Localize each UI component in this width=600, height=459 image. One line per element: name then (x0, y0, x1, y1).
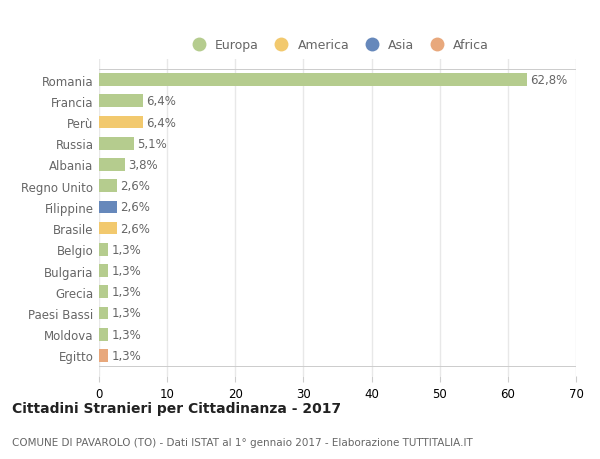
Bar (99, 243, 108, 256)
Bar (99, 328, 108, 341)
Text: 1,3%: 1,3% (111, 243, 141, 256)
Bar (99, 349, 108, 362)
Text: 5,1%: 5,1% (137, 137, 167, 151)
Text: 62,8%: 62,8% (530, 74, 568, 87)
Text: 2,6%: 2,6% (120, 222, 150, 235)
Text: 1,3%: 1,3% (111, 349, 141, 362)
Bar (99, 74, 527, 87)
Bar (99, 138, 134, 150)
Bar (99, 117, 143, 129)
Bar (99, 95, 143, 108)
Bar (99, 264, 108, 277)
Text: 6,4%: 6,4% (146, 95, 176, 108)
Text: 1,3%: 1,3% (111, 285, 141, 299)
Text: 1,3%: 1,3% (111, 307, 141, 320)
Text: 1,3%: 1,3% (111, 264, 141, 277)
Text: COMUNE DI PAVAROLO (TO) - Dati ISTAT al 1° gennaio 2017 - Elaborazione TUTTITALI: COMUNE DI PAVAROLO (TO) - Dati ISTAT al … (12, 437, 473, 448)
Text: 1,3%: 1,3% (111, 328, 141, 341)
Bar (99, 180, 117, 193)
Legend: Europa, America, Asia, Africa: Europa, America, Asia, Africa (181, 34, 494, 57)
Text: 6,4%: 6,4% (146, 116, 176, 129)
Bar (99, 159, 125, 172)
Bar (99, 307, 108, 319)
Bar (99, 201, 117, 214)
Bar (99, 222, 117, 235)
Bar (99, 286, 108, 298)
Text: Cittadini Stranieri per Cittadinanza - 2017: Cittadini Stranieri per Cittadinanza - 2… (12, 402, 341, 415)
Text: 2,6%: 2,6% (120, 201, 150, 214)
Text: 2,6%: 2,6% (120, 180, 150, 193)
Text: 3,8%: 3,8% (128, 159, 158, 172)
